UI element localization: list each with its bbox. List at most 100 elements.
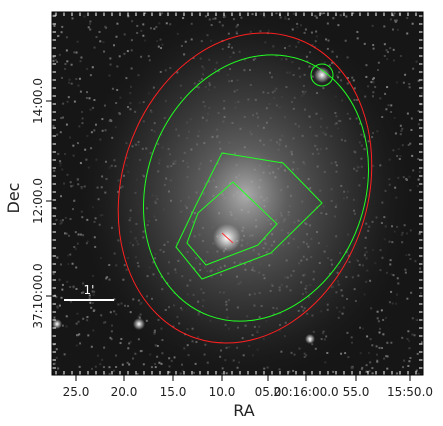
noise-pixel: [402, 81, 405, 84]
noise-pixel: [65, 315, 68, 318]
noise-pixel: [381, 347, 384, 350]
noise-pixel: [408, 347, 411, 350]
noise-pixel: [115, 366, 118, 369]
noise-pixel: [155, 25, 158, 28]
noise-pixel: [120, 337, 123, 340]
noise-pixel: [168, 365, 171, 368]
noise-pixel: [126, 50, 129, 53]
noise-pixel: [90, 306, 93, 309]
noise-pixel: [356, 30, 359, 33]
noise-pixel: [369, 338, 372, 341]
point-source-region: [310, 63, 334, 87]
noise-pixel: [52, 59, 55, 62]
noise-pixel: [406, 337, 409, 340]
noise-pixel: [128, 342, 131, 345]
noise-pixel: [75, 77, 78, 80]
noise-pixel: [80, 291, 83, 294]
noise-pixel: [150, 366, 153, 369]
noise-pixel: [389, 18, 392, 21]
noise-pixel: [385, 49, 388, 52]
noise-pixel: [68, 78, 71, 81]
noise-pixel: [377, 69, 380, 72]
noise-pixel: [67, 262, 70, 265]
noise-pixel: [56, 133, 59, 136]
noise-pixel: [99, 363, 102, 366]
noise-pixel: [404, 73, 407, 76]
noise-pixel: [417, 158, 420, 161]
x-tick-label: 20:16:00.0: [273, 385, 338, 399]
noise-pixel: [113, 44, 116, 47]
noise-pixel: [73, 100, 76, 103]
noise-pixel: [95, 36, 98, 39]
noise-pixel: [404, 268, 407, 271]
noise-pixel: [417, 110, 420, 113]
noise-pixel: [144, 12, 147, 15]
noise-pixel: [418, 232, 421, 235]
noise-pixel: [58, 53, 61, 56]
noise-pixel: [78, 125, 81, 128]
noise-pixel: [382, 318, 385, 321]
noise-pixel: [347, 356, 350, 359]
noise-pixel: [71, 17, 74, 20]
noise-pixel: [345, 15, 348, 18]
noise-pixel: [322, 12, 325, 15]
noise-pixel: [52, 363, 55, 366]
noise-pixel: [59, 219, 62, 222]
noise-pixel: [351, 367, 354, 370]
noise-pixel: [408, 86, 411, 89]
noise-pixel: [136, 24, 139, 27]
noise-pixel: [123, 33, 126, 36]
noise-pixel: [397, 282, 400, 285]
noise-pixel: [100, 314, 103, 317]
noise-pixel: [61, 168, 64, 171]
noise-pixel: [383, 43, 386, 46]
noise-pixel: [76, 334, 79, 337]
noise-pixel: [127, 347, 130, 350]
noise-pixel: [128, 363, 131, 366]
noise-pixel: [110, 338, 113, 341]
noise-pixel: [367, 351, 370, 354]
noise-pixel: [59, 160, 62, 163]
noise-pixel: [104, 25, 107, 28]
noise-pixel: [410, 117, 413, 120]
noise-pixel: [134, 352, 137, 355]
noise-pixel: [378, 346, 381, 349]
image: 1': [52, 12, 423, 375]
noise-pixel: [417, 123, 420, 126]
noise-pixel: [98, 30, 101, 33]
noise-pixel: [402, 366, 405, 369]
noise-pixel: [60, 221, 63, 224]
noise-pixel: [421, 341, 423, 344]
noise-pixel: [417, 372, 420, 375]
noise-pixel: [371, 344, 374, 347]
noise-pixel: [92, 293, 95, 296]
noise-pixel: [53, 316, 56, 319]
noise-pixel: [127, 15, 130, 18]
noise-pixel: [411, 317, 414, 320]
noise-pixel: [136, 31, 139, 34]
noise-pixel: [75, 51, 78, 54]
noise-pixel: [142, 34, 145, 37]
noise-pixel: [91, 66, 94, 69]
noise-pixel: [352, 12, 355, 15]
noise-pixel: [64, 153, 67, 156]
noise-pixel: [94, 365, 97, 368]
noise-pixel: [421, 92, 423, 95]
x-tick-label: 10.0: [209, 385, 236, 399]
noise-pixel: [386, 341, 389, 344]
noise-pixel: [82, 282, 85, 285]
noise-pixel: [411, 154, 414, 157]
noise-pixel: [401, 336, 404, 339]
noise-pixel: [87, 334, 90, 337]
noise-pixel: [77, 233, 80, 236]
noise-pixel: [65, 325, 68, 328]
noise-pixel: [82, 317, 85, 320]
noise-pixel: [78, 77, 81, 80]
noise-pixel: [108, 373, 111, 375]
noise-pixel: [69, 253, 72, 256]
noise-pixel: [383, 54, 386, 57]
noise-pixel: [406, 32, 409, 35]
noise-pixel: [64, 67, 67, 70]
frame: [51, 11, 424, 376]
